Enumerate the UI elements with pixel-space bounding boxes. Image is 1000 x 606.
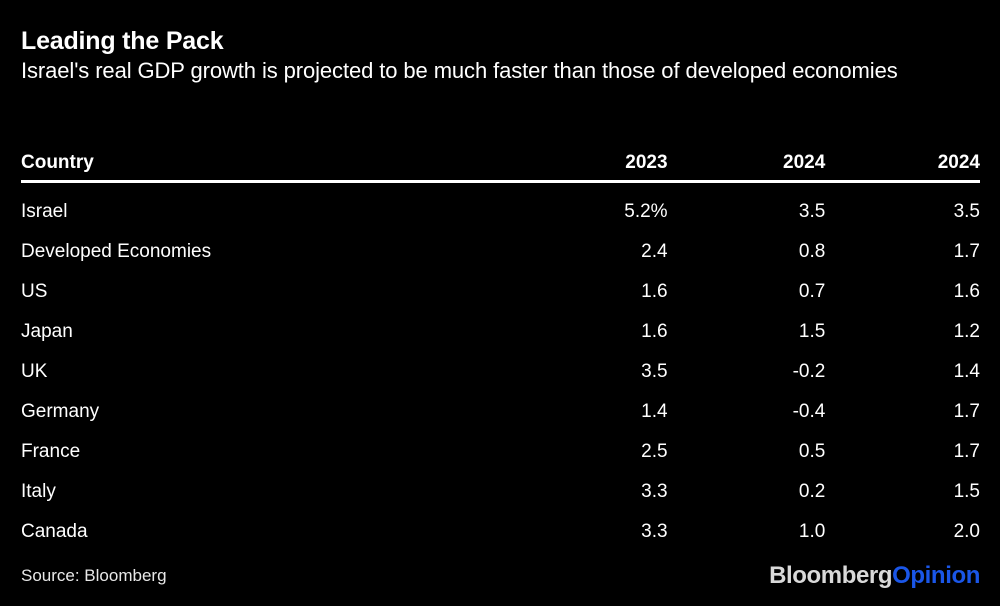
cell-value-2023: 2.4 — [641, 241, 668, 262]
cell-value-2024-b: 1.7 — [953, 441, 980, 462]
table-row: Germany 1.4 -0.4 1.7 — [21, 392, 980, 432]
cell-country: UK — [21, 361, 48, 382]
cell-value-2024-b: 2.0 — [953, 521, 980, 542]
cell-value-2024-a: 0.7 — [798, 281, 826, 302]
cell-value-2023: 1.6 — [641, 321, 668, 342]
cell-country: Canada — [21, 521, 88, 542]
column-header-country: Country — [21, 152, 94, 173]
column-header-2024-a: 2024 — [783, 152, 826, 173]
cell-value-2024-b: 1.5 — [953, 481, 980, 502]
cell-country: US — [21, 281, 48, 302]
cell-value-2024-a: 3.5 — [798, 201, 826, 222]
chart-subtitle: Israel's real GDP growth is projected to… — [21, 58, 898, 83]
cell-value-2023: 1.6 — [641, 281, 668, 302]
column-header-2024-b: 2024 — [937, 152, 980, 173]
cell-country: Japan — [21, 321, 73, 342]
cell-value-2024-a: 0.8 — [798, 241, 826, 262]
row-spacer — [21, 183, 980, 192]
cell-value-2024-a: 1.5 — [798, 321, 826, 342]
cell-value-2023: 5.2% — [624, 201, 668, 222]
table-row: Italy 3.3 0.2 1.5 — [21, 472, 980, 512]
cell-value-2023: 1.4 — [641, 401, 668, 422]
header-block: Leading the Pack Israel's real GDP growt… — [21, 26, 921, 86]
table-row: US 1.6 0.7 1.6 — [21, 272, 980, 312]
table-row: UK 3.5 -0.2 1.4 — [21, 352, 980, 392]
cell-country: Italy — [21, 481, 56, 502]
cell-value-2024-b: 1.4 — [953, 361, 980, 382]
table-header: Country 2023 2024 2024 — [21, 148, 980, 180]
cell-value-2024-b: 1.2 — [953, 321, 980, 342]
column-header-2023: 2023 — [625, 152, 668, 173]
table-body: Israel 5.2% 3.5 3.5 Developed Economies … — [21, 180, 980, 552]
table-row: Canada 3.3 1.0 2.0 — [21, 512, 980, 552]
brand-name-bloomberg: Bloomberg — [769, 562, 893, 589]
source-note: Source: Bloomberg — [21, 566, 167, 585]
header-divider-line — [21, 180, 980, 183]
table-row: Israel 5.2% 3.5 3.5 — [21, 192, 980, 232]
cell-value-2023: 3.5 — [641, 361, 668, 382]
cell-value-2024-a: -0.4 — [792, 401, 826, 422]
cell-value-2024-a: -0.2 — [792, 361, 826, 382]
brand-name-opinion: Opinion — [892, 562, 980, 589]
gdp-growth-table: Country 2023 2024 2024 Israel 5.2% 3.5 3… — [21, 148, 980, 552]
cell-value-2024-a: 1.0 — [798, 521, 826, 542]
cell-value-2024-a: 0.2 — [798, 481, 826, 502]
table-row: Japan 1.6 1.5 1.2 — [21, 312, 980, 352]
cell-value-2024-b: 1.7 — [953, 241, 980, 262]
page-title: Leading the Pack — [21, 27, 224, 55]
header-divider — [21, 180, 980, 183]
cell-value-2023: 2.5 — [641, 441, 668, 462]
cell-value-2024-b: 3.5 — [953, 201, 980, 222]
table-header-row: Country 2023 2024 2024 — [21, 148, 980, 180]
table-row: Developed Economies 2.4 0.8 1.7 — [21, 232, 980, 272]
cell-value-2024-a: 0.5 — [798, 441, 826, 462]
row-spacer-cell — [21, 183, 980, 192]
table-row: France 2.5 0.5 1.7 — [21, 432, 980, 472]
cell-country: Germany — [21, 401, 100, 422]
bloomberg-opinion-logo: BloombergOpinion — [769, 562, 980, 590]
cell-country: Israel — [21, 201, 68, 222]
header-divider-cell — [21, 180, 980, 183]
cell-value-2024-b: 1.6 — [953, 281, 980, 302]
cell-country: France — [21, 441, 81, 462]
cell-value-2023: 3.3 — [641, 481, 668, 502]
cell-value-2023: 3.3 — [641, 521, 668, 542]
cell-country: Developed Economies — [21, 241, 212, 262]
cell-value-2024-b: 1.7 — [953, 401, 980, 422]
